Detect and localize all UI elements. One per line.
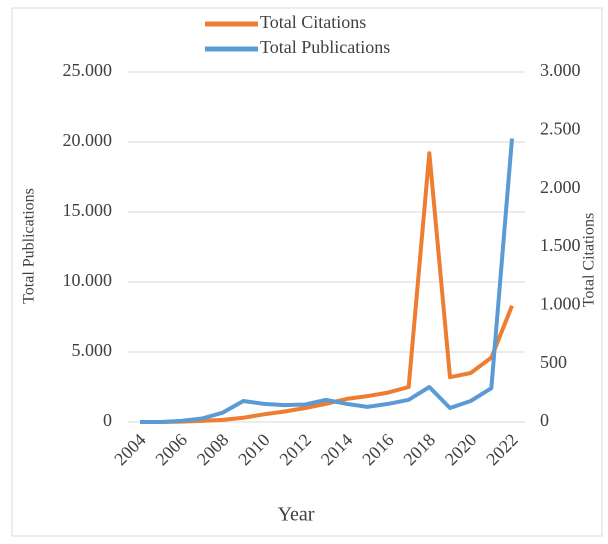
y2-tick-label: 500 xyxy=(540,352,567,372)
y2-tick-label: 2.000 xyxy=(540,177,581,197)
y-tick-label: 0 xyxy=(103,410,112,430)
y-tick-label: 25.000 xyxy=(63,60,113,80)
legend-label: Total Citations xyxy=(260,12,366,32)
y-tick-label: 15.000 xyxy=(63,200,113,220)
series-line xyxy=(140,138,514,424)
y2-tick-label: 1.000 xyxy=(540,293,581,313)
y-tick-label: 20.000 xyxy=(63,130,113,150)
y2-tick-label: 3.000 xyxy=(540,60,581,80)
chart-frame xyxy=(11,7,603,537)
series-line xyxy=(140,151,514,424)
y2-axis-title: Total Citations xyxy=(581,213,598,307)
y-tick-label: 5.000 xyxy=(72,340,113,360)
y-tick-label: 10.000 xyxy=(63,270,113,290)
y-axis-title: Total Publications xyxy=(21,188,38,304)
legend-label: Total Publications xyxy=(260,37,390,57)
y2-tick-label: 0 xyxy=(540,410,549,430)
y2-tick-label: 1.500 xyxy=(540,235,581,255)
x-axis-title: Year xyxy=(278,504,315,526)
y2-tick-label: 2.500 xyxy=(540,118,581,138)
